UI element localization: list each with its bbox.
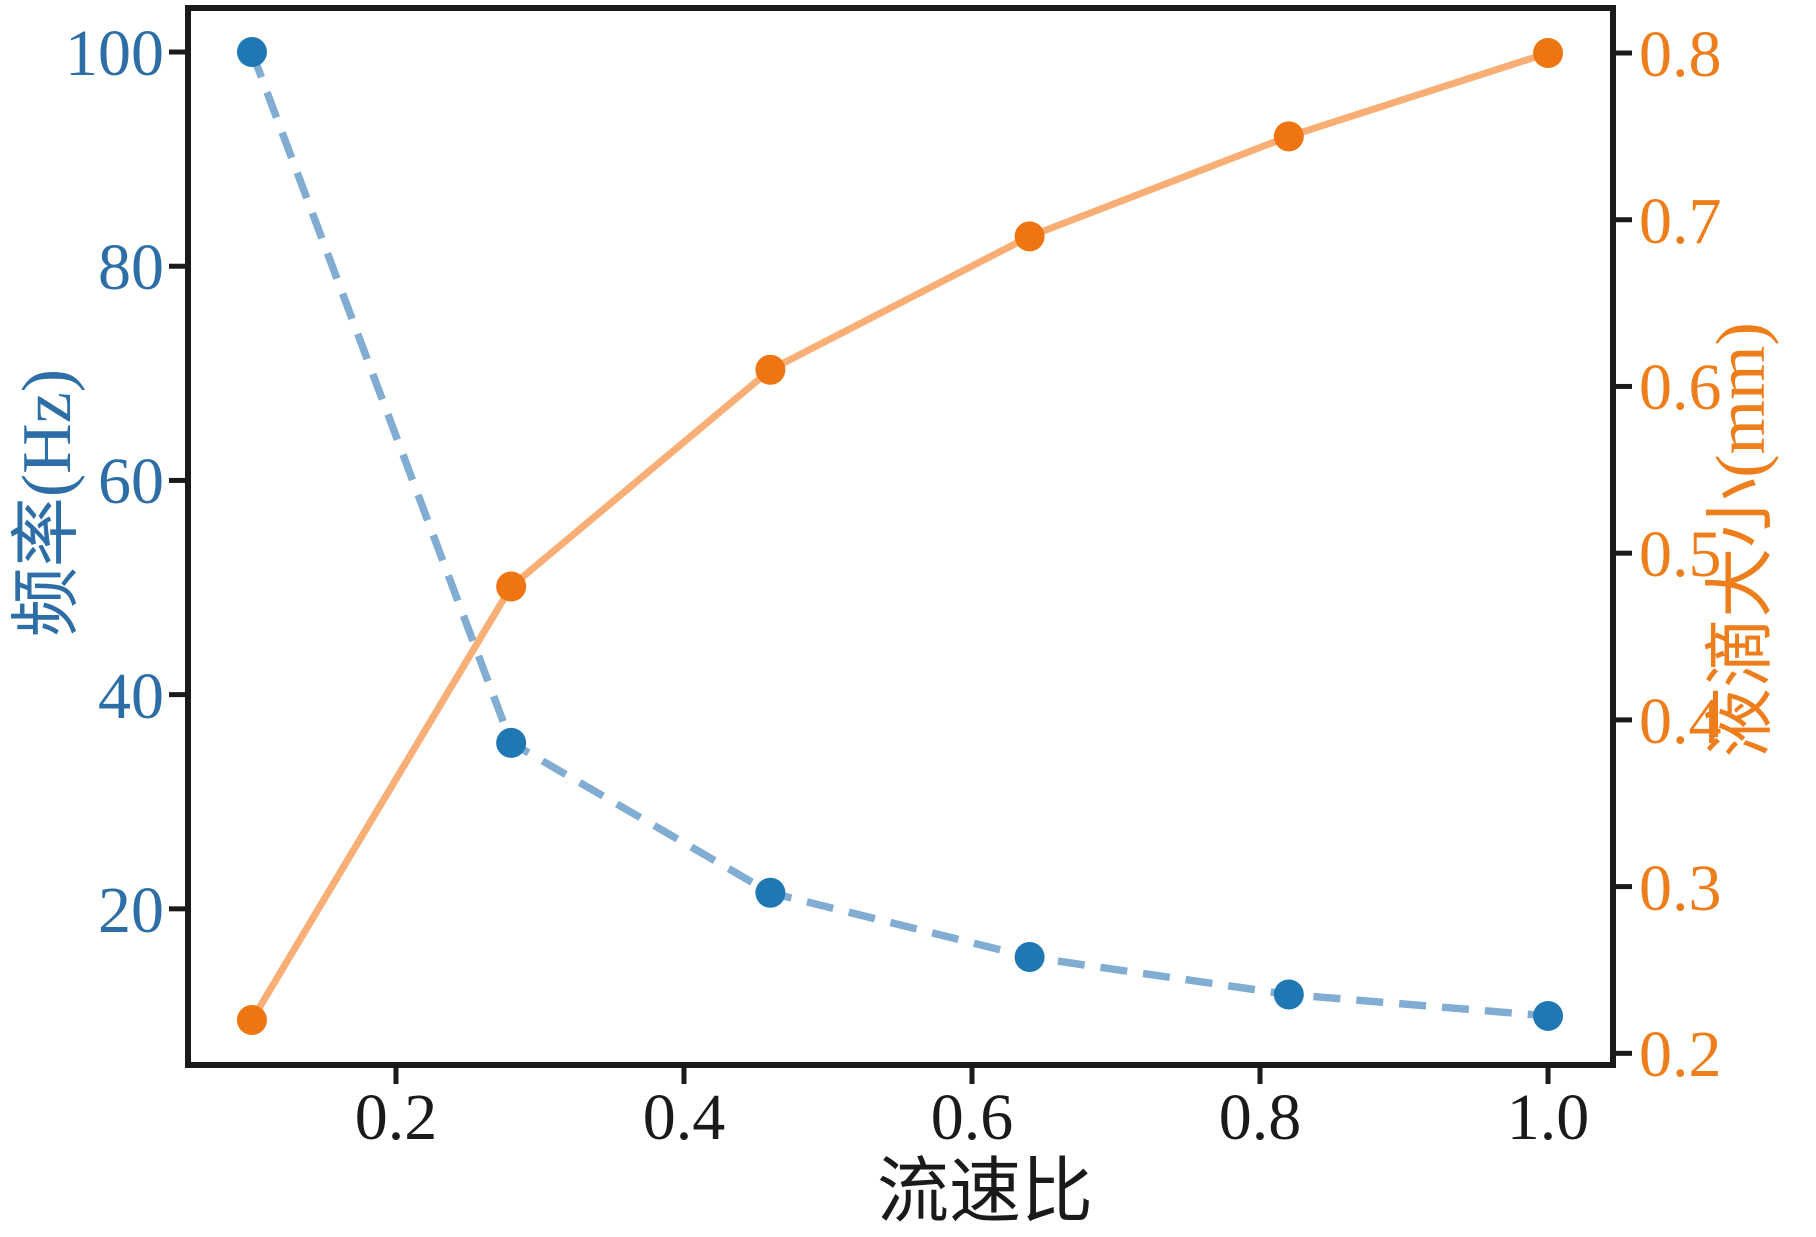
droplet-size-data-point bbox=[755, 354, 786, 385]
right-y-tick-label: 0.6 bbox=[1639, 351, 1722, 425]
frequency-data-point bbox=[1273, 979, 1304, 1010]
droplet-size-line bbox=[248, 49, 1550, 1022]
right-y-tick-label: 0.8 bbox=[1639, 18, 1722, 91]
droplet-size-data-point bbox=[236, 1004, 267, 1035]
droplet-size-data-point bbox=[496, 571, 527, 602]
x-tick-label: 1.0 bbox=[1506, 1081, 1590, 1154]
right-y-tick-label: 0.2 bbox=[1639, 1018, 1722, 1092]
left-y-tick-label: 100 bbox=[65, 17, 164, 91]
droplet-size-data-point bbox=[1273, 121, 1304, 152]
frequency-data-point bbox=[236, 37, 267, 68]
frequency-data-point bbox=[1014, 942, 1045, 973]
right-y-tick-label: 0.3 bbox=[1639, 851, 1722, 925]
left-y-axis-label: 频率(Hz) bbox=[9, 368, 86, 638]
x-axis-label: 流速比 bbox=[876, 1152, 1094, 1232]
droplet-size-data-point bbox=[1014, 221, 1045, 252]
right-y-tick-label: 0.5 bbox=[1639, 518, 1722, 592]
droplet-size-data-point bbox=[1533, 38, 1564, 69]
frequency-line bbox=[248, 50, 1549, 1020]
left-y-tick-label: 20 bbox=[98, 873, 164, 947]
left-y-tick-label: 40 bbox=[98, 659, 164, 733]
left-y-tick-label: 80 bbox=[98, 231, 164, 305]
plot-spines bbox=[185, 5, 1616, 1068]
right-y-tick-label: 0.7 bbox=[1639, 184, 1722, 258]
x-tick-label: 0.6 bbox=[930, 1081, 1014, 1154]
frequency-data-point bbox=[496, 727, 527, 758]
right-y-axis-label: 液滴大小(mm) bbox=[1703, 322, 1780, 758]
x-tick-label: 0.8 bbox=[1218, 1081, 1302, 1154]
right-y-tick-label: 0.4 bbox=[1639, 684, 1722, 758]
left-y-tick-label: 60 bbox=[98, 445, 164, 519]
frequency-data-point bbox=[755, 877, 786, 908]
x-tick-label: 0.2 bbox=[354, 1081, 438, 1154]
frequency-data-point bbox=[1533, 1000, 1564, 1031]
x-tick-label: 0.4 bbox=[642, 1081, 726, 1154]
